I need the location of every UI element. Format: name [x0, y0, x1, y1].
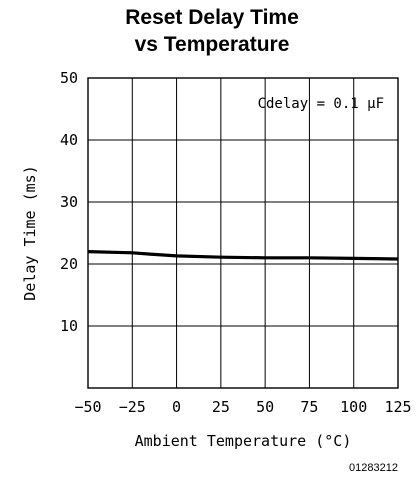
- x-tick-label: 75: [300, 398, 318, 416]
- plot-frame: [87, 77, 399, 389]
- tick-labels: −50 −25 0 25 50 75 100 125 10 20 30 40 50: [60, 69, 412, 416]
- x-tick-label: 0: [172, 398, 181, 416]
- x-tick-label: 125: [384, 398, 411, 416]
- y-tick-label: 50: [60, 69, 78, 87]
- x-tick-label: −25: [119, 398, 146, 416]
- y-tick-label: 40: [60, 131, 78, 149]
- capacitance-annotation: Cdelay = 0.1 μF: [258, 96, 384, 112]
- y-tick-label: 30: [60, 193, 78, 211]
- grid: [87, 77, 399, 388]
- figure-id: 01283212: [349, 462, 398, 474]
- y-tick-label: 10: [60, 317, 78, 335]
- x-axis-title: Ambient Temperature (°C): [135, 432, 352, 450]
- series-layer: [87, 250, 399, 261]
- chart-title-line-2: vs Temperature: [135, 33, 290, 56]
- x-tick-label: 25: [212, 398, 230, 416]
- x-tick-label: −50: [74, 398, 101, 416]
- y-tick-label: 20: [60, 255, 78, 273]
- delay-time-curve: [87, 250, 399, 261]
- y-axis-title: Delay Time (ms): [21, 165, 39, 300]
- chart-title-line-1: Reset Delay Time: [125, 6, 299, 29]
- x-tick-label: 100: [340, 398, 367, 416]
- x-tick-label: 50: [256, 398, 274, 416]
